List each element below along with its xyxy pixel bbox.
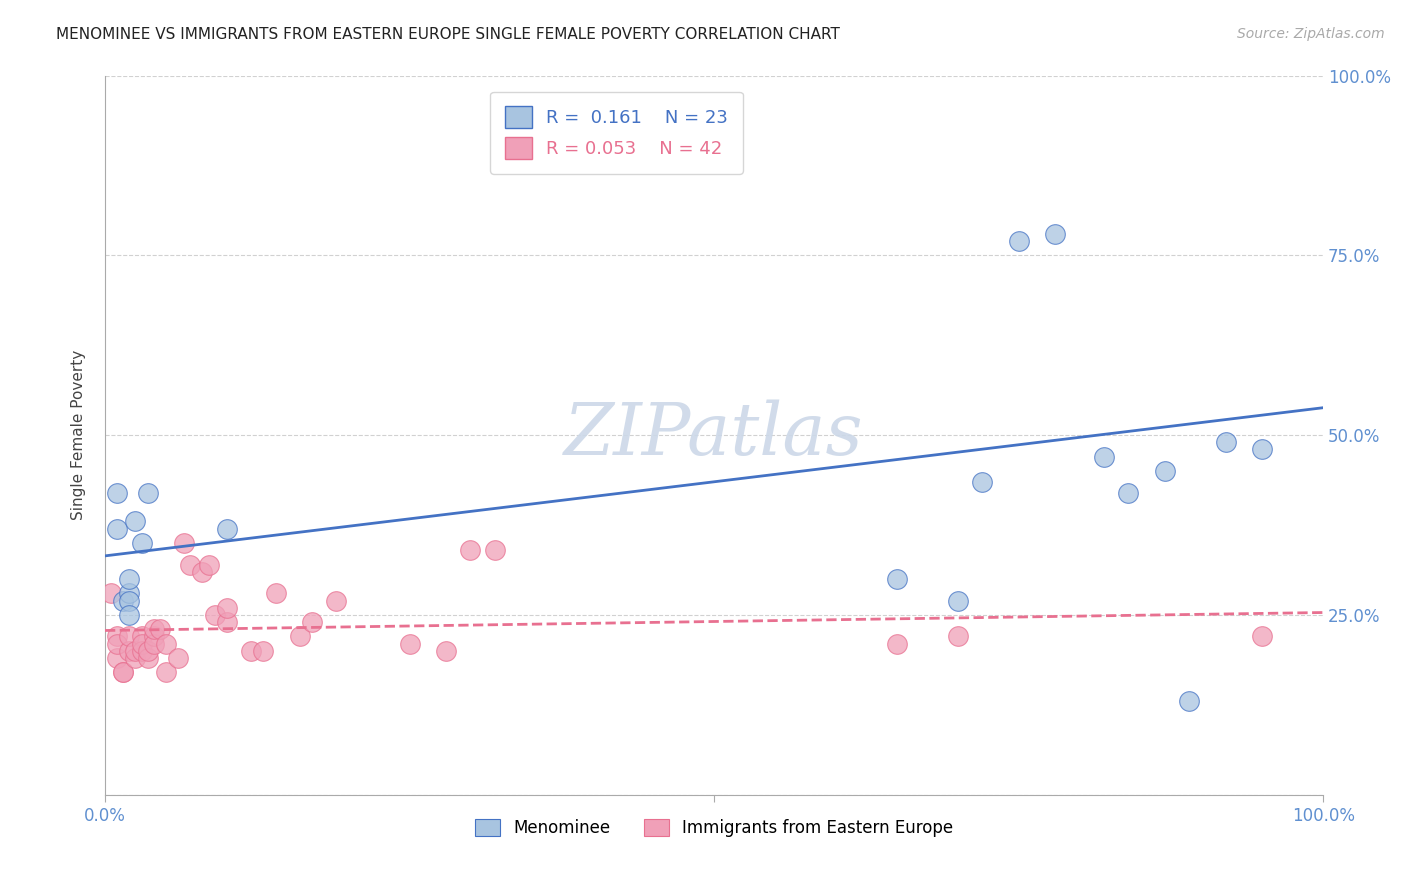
Point <box>112 593 135 607</box>
Point <box>131 637 153 651</box>
Point <box>215 615 238 629</box>
Point <box>124 515 146 529</box>
Point <box>105 651 128 665</box>
Point <box>252 644 274 658</box>
Point <box>100 586 122 600</box>
Point <box>1178 694 1201 708</box>
Point <box>105 637 128 651</box>
Point <box>155 637 177 651</box>
Point <box>136 651 159 665</box>
Legend: Menominee, Immigrants from Eastern Europe: Menominee, Immigrants from Eastern Europ… <box>468 813 960 844</box>
Point <box>118 607 141 622</box>
Point <box>118 630 141 644</box>
Point <box>149 622 172 636</box>
Point <box>118 586 141 600</box>
Point <box>191 565 214 579</box>
Point <box>112 665 135 680</box>
Point <box>1092 450 1115 464</box>
Point <box>197 558 219 572</box>
Y-axis label: Single Female Poverty: Single Female Poverty <box>72 350 86 520</box>
Point <box>215 522 238 536</box>
Point <box>460 543 482 558</box>
Point <box>118 644 141 658</box>
Point <box>398 637 420 651</box>
Point <box>1251 442 1274 457</box>
Point <box>124 651 146 665</box>
Point <box>105 630 128 644</box>
Text: Source: ZipAtlas.com: Source: ZipAtlas.com <box>1237 27 1385 41</box>
Point <box>131 644 153 658</box>
Point <box>1043 227 1066 241</box>
Point <box>484 543 506 558</box>
Point <box>136 485 159 500</box>
Point <box>215 600 238 615</box>
Point <box>118 593 141 607</box>
Point <box>131 536 153 550</box>
Point <box>240 644 263 658</box>
Point <box>325 593 347 607</box>
Point <box>264 586 287 600</box>
Point <box>136 644 159 658</box>
Point <box>179 558 201 572</box>
Point <box>970 475 993 489</box>
Point <box>886 637 908 651</box>
Point <box>1153 464 1175 478</box>
Point <box>142 630 165 644</box>
Point <box>204 607 226 622</box>
Point <box>124 644 146 658</box>
Point <box>118 572 141 586</box>
Point <box>1215 435 1237 450</box>
Point <box>434 644 457 658</box>
Point <box>1251 630 1274 644</box>
Point <box>946 630 969 644</box>
Point <box>1056 54 1078 69</box>
Point <box>301 615 323 629</box>
Point <box>105 522 128 536</box>
Point <box>173 536 195 550</box>
Point <box>1007 234 1029 248</box>
Point <box>112 665 135 680</box>
Point <box>155 665 177 680</box>
Point <box>1116 485 1139 500</box>
Text: MENOMINEE VS IMMIGRANTS FROM EASTERN EUROPE SINGLE FEMALE POVERTY CORRELATION CH: MENOMINEE VS IMMIGRANTS FROM EASTERN EUR… <box>56 27 841 42</box>
Point <box>142 622 165 636</box>
Point <box>886 572 908 586</box>
Point <box>131 630 153 644</box>
Point <box>105 485 128 500</box>
Point <box>946 593 969 607</box>
Point <box>167 651 190 665</box>
Point <box>288 630 311 644</box>
Point <box>142 637 165 651</box>
Text: ZIPatlas: ZIPatlas <box>564 400 863 470</box>
